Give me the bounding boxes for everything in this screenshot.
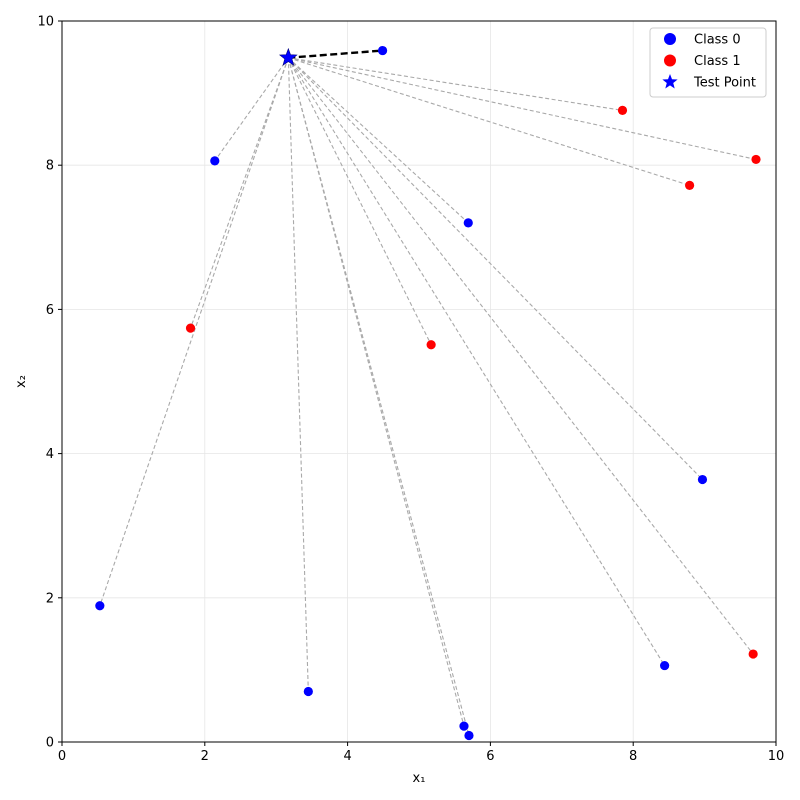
x-tick-label: 4 (343, 749, 351, 764)
distance-line (287, 57, 309, 692)
distance-line (287, 57, 469, 224)
distance-line (287, 57, 703, 480)
distance-line (287, 57, 465, 727)
x-axis-label: x₁ (413, 771, 426, 786)
y-tick-label: 10 (37, 15, 54, 30)
class-1-point (426, 340, 436, 350)
x-tick-label: 2 (201, 749, 209, 764)
y-axis-label: x₂ (14, 375, 29, 388)
nearest-neighbor-line (288, 49, 383, 59)
y-tick-label: 8 (46, 159, 54, 174)
distance-line (287, 57, 754, 655)
plot-frame (61, 20, 777, 743)
data-points (95, 45, 761, 741)
distance-line (287, 57, 666, 666)
legend-class-1-label: Class 1 (694, 54, 741, 69)
legend-test-point-label: Test Point (693, 76, 756, 91)
legend: Class 0 Class 1 Test Point (649, 27, 767, 98)
axis-ticks: 0 2 4 6 8 10 0 2 4 6 8 10 (37, 15, 784, 765)
legend-box (649, 27, 767, 98)
x-tick-label: 6 (486, 749, 494, 764)
y-tick-label: 2 (46, 591, 54, 606)
class-0-point (697, 474, 708, 485)
distance-line (287, 57, 470, 736)
class-1-point (751, 154, 761, 165)
x-tick-label: 0 (58, 749, 66, 764)
distance-line (214, 57, 289, 162)
legend-class-0-marker (664, 33, 676, 45)
y-tick-label: 4 (46, 447, 54, 462)
class-1-point (685, 180, 695, 190)
y-tick-label: 6 (46, 303, 54, 318)
class-0-point (95, 601, 105, 611)
distance-line (288, 57, 623, 111)
class-0-point (377, 45, 388, 56)
class-0-point (459, 721, 469, 731)
class-1-point (185, 323, 196, 333)
class-0-point (303, 686, 313, 697)
distance-line (287, 57, 432, 345)
class-1-point (617, 105, 628, 116)
distance-lines (99, 49, 757, 736)
distance-line (190, 57, 289, 329)
distance-line (99, 57, 289, 606)
legend-class-1-marker (664, 54, 676, 67)
test-point-marker (278, 47, 298, 66)
distance-line (288, 57, 757, 160)
x-tick-label: 10 (768, 749, 785, 764)
distance-line (288, 57, 690, 186)
class-1-point (748, 649, 758, 659)
legend-class-0-label: Class 0 (694, 33, 741, 48)
class-0-point (464, 730, 474, 741)
class-0-point (660, 660, 670, 671)
grid (61, 20, 777, 743)
y-tick-label: 0 (46, 736, 54, 751)
x-tick-label: 8 (629, 749, 637, 764)
legend-test-point-marker (662, 74, 678, 89)
class-0-point (210, 156, 220, 166)
class-0-point (463, 218, 473, 228)
